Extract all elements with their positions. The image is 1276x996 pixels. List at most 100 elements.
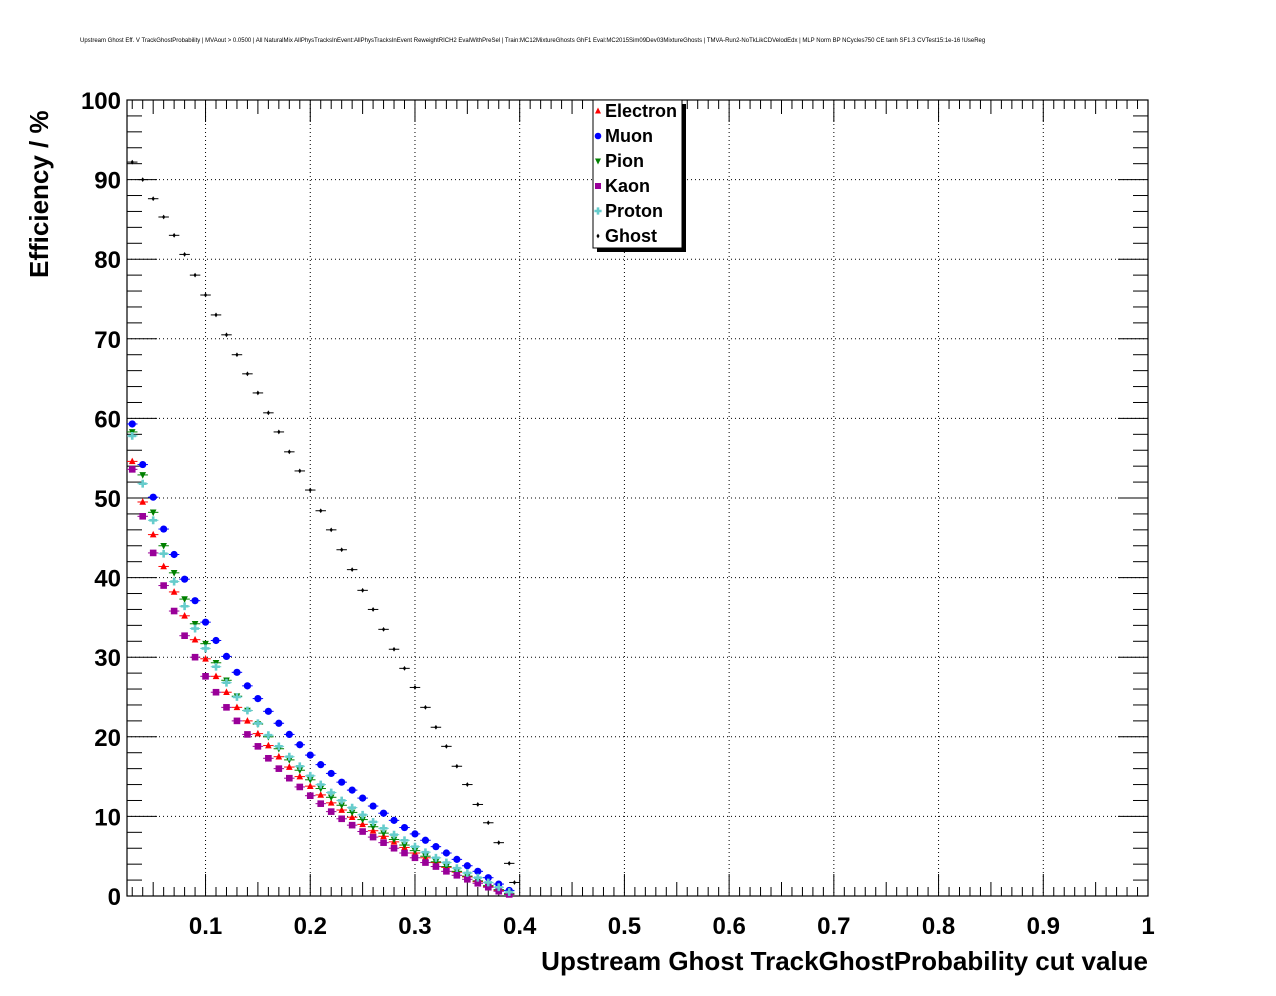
series-kaon <box>127 466 515 898</box>
data-point <box>338 806 345 813</box>
data-point <box>390 844 398 852</box>
data-point <box>308 487 312 493</box>
legend-marker-kaon <box>595 183 601 189</box>
data-point <box>444 743 448 749</box>
data-point <box>296 741 304 749</box>
y-tick-label: 70 <box>94 327 121 354</box>
data-point <box>348 803 357 812</box>
data-point <box>463 869 472 877</box>
data-point <box>432 843 440 851</box>
data-point <box>149 530 157 538</box>
data-point <box>139 460 147 469</box>
data-point <box>421 836 430 844</box>
data-point <box>359 820 366 828</box>
data-point <box>348 809 356 817</box>
x-tick-label: 0.6 <box>712 913 745 940</box>
data-point <box>162 214 166 220</box>
legend-label-muon: Muon <box>605 126 653 146</box>
legend-marker-muon <box>594 132 602 140</box>
data-point <box>379 824 388 833</box>
data-point <box>170 607 178 615</box>
data-point <box>243 706 252 715</box>
data-point <box>400 836 409 845</box>
data-point <box>473 873 482 882</box>
y-tick-label: 90 <box>94 168 121 195</box>
x-axis-tick-labels: 0.1 0.2 0.3 0.4 0.5 0.6 0.7 0.8 0.9 1 <box>189 913 1155 940</box>
legend-entries: Electron Muon Pion Kaon Proton Ghost <box>594 101 677 246</box>
data-point <box>275 752 283 760</box>
data-point <box>139 498 147 505</box>
x-tick-label: 0.7 <box>817 913 850 940</box>
data-point <box>432 858 440 866</box>
data-point <box>274 742 283 751</box>
data-point <box>149 493 157 501</box>
data-point <box>358 810 367 819</box>
data-point <box>317 785 325 793</box>
data-point <box>149 516 158 525</box>
data-point <box>191 597 199 605</box>
data-point <box>202 640 209 648</box>
data-point <box>327 808 335 815</box>
data-point <box>141 177 145 182</box>
data-point <box>306 776 314 784</box>
data-point <box>233 703 241 711</box>
data-point <box>245 371 250 377</box>
data-point <box>380 839 387 846</box>
data-point <box>379 809 388 817</box>
data-point <box>337 796 346 805</box>
data-point <box>149 509 157 517</box>
data-point <box>170 570 178 577</box>
data-point <box>160 525 168 533</box>
data-point <box>390 830 398 839</box>
data-point <box>181 596 188 603</box>
data-point <box>139 513 147 520</box>
data-point <box>317 791 325 798</box>
data-point <box>359 816 366 824</box>
y-tick-label: 0 <box>108 884 121 911</box>
legend-label-electron: Electron <box>605 101 677 121</box>
data-point <box>180 575 189 583</box>
x-tick-label: 0.2 <box>294 913 327 940</box>
data-point <box>191 653 199 661</box>
data-point <box>201 644 210 653</box>
data-point <box>453 855 461 863</box>
data-point <box>128 466 136 473</box>
data-point <box>369 823 377 831</box>
y-tick-label: 100 <box>81 88 121 115</box>
legend-marker-proton <box>594 207 602 215</box>
data-point <box>319 508 323 514</box>
data-point <box>443 863 450 871</box>
data-point <box>340 547 344 553</box>
data-point <box>285 730 293 739</box>
data-point <box>287 449 291 455</box>
data-point <box>486 820 490 826</box>
data-point <box>359 794 367 802</box>
data-point <box>327 799 335 806</box>
data-point <box>203 292 208 298</box>
data-point <box>348 821 356 829</box>
data-point <box>474 879 482 887</box>
data-point <box>128 457 136 465</box>
data-point <box>286 774 293 782</box>
data-point <box>159 549 168 558</box>
data-point <box>317 761 325 769</box>
data-point <box>306 751 314 759</box>
y-axis-title: Efficiency / % <box>24 110 54 278</box>
y-tick-label: 60 <box>94 406 121 433</box>
data-point <box>411 847 419 855</box>
data-point <box>182 252 187 257</box>
x-axis-title: Upstream Ghost TrackGhostProbability cut… <box>541 946 1148 976</box>
data-point <box>411 854 419 862</box>
data-point <box>223 688 230 696</box>
data-point <box>452 864 461 873</box>
data-point <box>465 782 469 787</box>
data-point <box>512 880 517 885</box>
data-point <box>253 719 262 728</box>
data-point <box>507 860 511 866</box>
data-point <box>222 652 231 661</box>
data-point <box>275 719 283 727</box>
data-point <box>235 352 239 358</box>
data-point <box>212 636 220 645</box>
data-point <box>497 840 501 846</box>
data-point <box>212 688 220 696</box>
